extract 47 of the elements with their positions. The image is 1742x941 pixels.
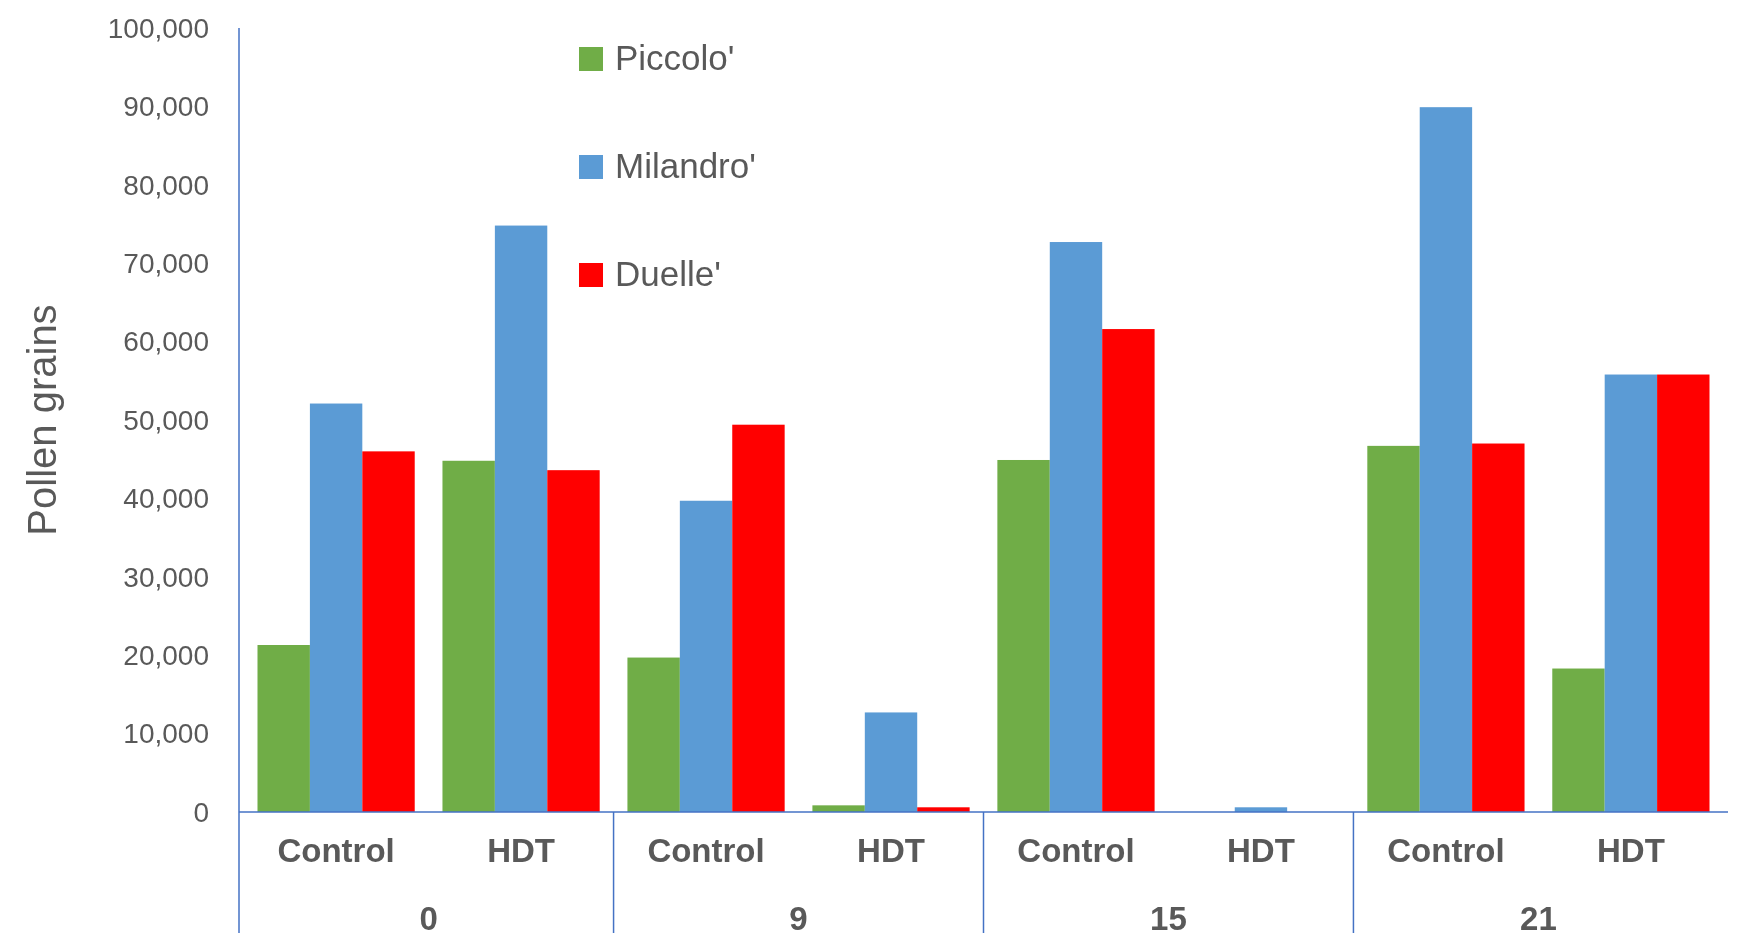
x-tick-label: HDT bbox=[487, 832, 555, 869]
bar bbox=[547, 470, 600, 812]
y-tick-label: 0 bbox=[193, 796, 209, 828]
bar bbox=[997, 459, 1050, 812]
bar bbox=[732, 424, 785, 812]
y-axis-title: Pollen grains bbox=[20, 304, 64, 536]
y-tick-label: 100,000 bbox=[107, 12, 209, 44]
x-tick-label: Control bbox=[1387, 832, 1505, 869]
y-tick-label: 50,000 bbox=[123, 404, 209, 436]
y-tick-label: 30,000 bbox=[123, 561, 209, 593]
text: 9 bbox=[789, 900, 808, 937]
text: 21 bbox=[1520, 900, 1557, 937]
bar bbox=[864, 712, 918, 812]
text: 15 bbox=[1150, 900, 1187, 937]
bar bbox=[362, 451, 415, 812]
legend-label: Duelle' bbox=[615, 254, 721, 294]
x-tick-label: HDT bbox=[1227, 832, 1295, 869]
bar bbox=[627, 657, 680, 812]
x-tick-label: Control bbox=[277, 832, 395, 869]
bar bbox=[1419, 107, 1473, 812]
y-tick-label: 20,000 bbox=[123, 640, 209, 671]
bar bbox=[1102, 329, 1155, 812]
text: 0 bbox=[419, 900, 438, 937]
y-tick-label: 60,000 bbox=[123, 326, 209, 358]
legend-label: Piccolo' bbox=[615, 38, 735, 78]
bar bbox=[1049, 242, 1103, 812]
x-tick-label: HDT bbox=[857, 832, 925, 869]
bar bbox=[1367, 445, 1420, 812]
y-tick-label: 90,000 bbox=[123, 91, 209, 123]
bar bbox=[812, 805, 865, 812]
bar bbox=[257, 645, 310, 812]
bar bbox=[1472, 443, 1525, 812]
bar bbox=[1657, 374, 1710, 812]
y-tick-label: 80,000 bbox=[123, 169, 209, 201]
x-tick-label: HDT bbox=[1596, 832, 1665, 869]
x-tick-label: Control bbox=[1017, 832, 1135, 869]
bar bbox=[1604, 374, 1658, 812]
bar bbox=[679, 500, 733, 812]
bar bbox=[442, 460, 495, 812]
legend-label: Milandro' bbox=[615, 146, 756, 186]
bar bbox=[1552, 668, 1605, 812]
y-tick-label: 10,000 bbox=[123, 718, 209, 750]
bar bbox=[309, 403, 363, 812]
y-tick-label: 70,000 bbox=[123, 248, 209, 279]
x-tick-label: Control bbox=[647, 832, 765, 869]
y-tick-label: 40,000 bbox=[123, 483, 209, 515]
bar bbox=[494, 225, 548, 812]
